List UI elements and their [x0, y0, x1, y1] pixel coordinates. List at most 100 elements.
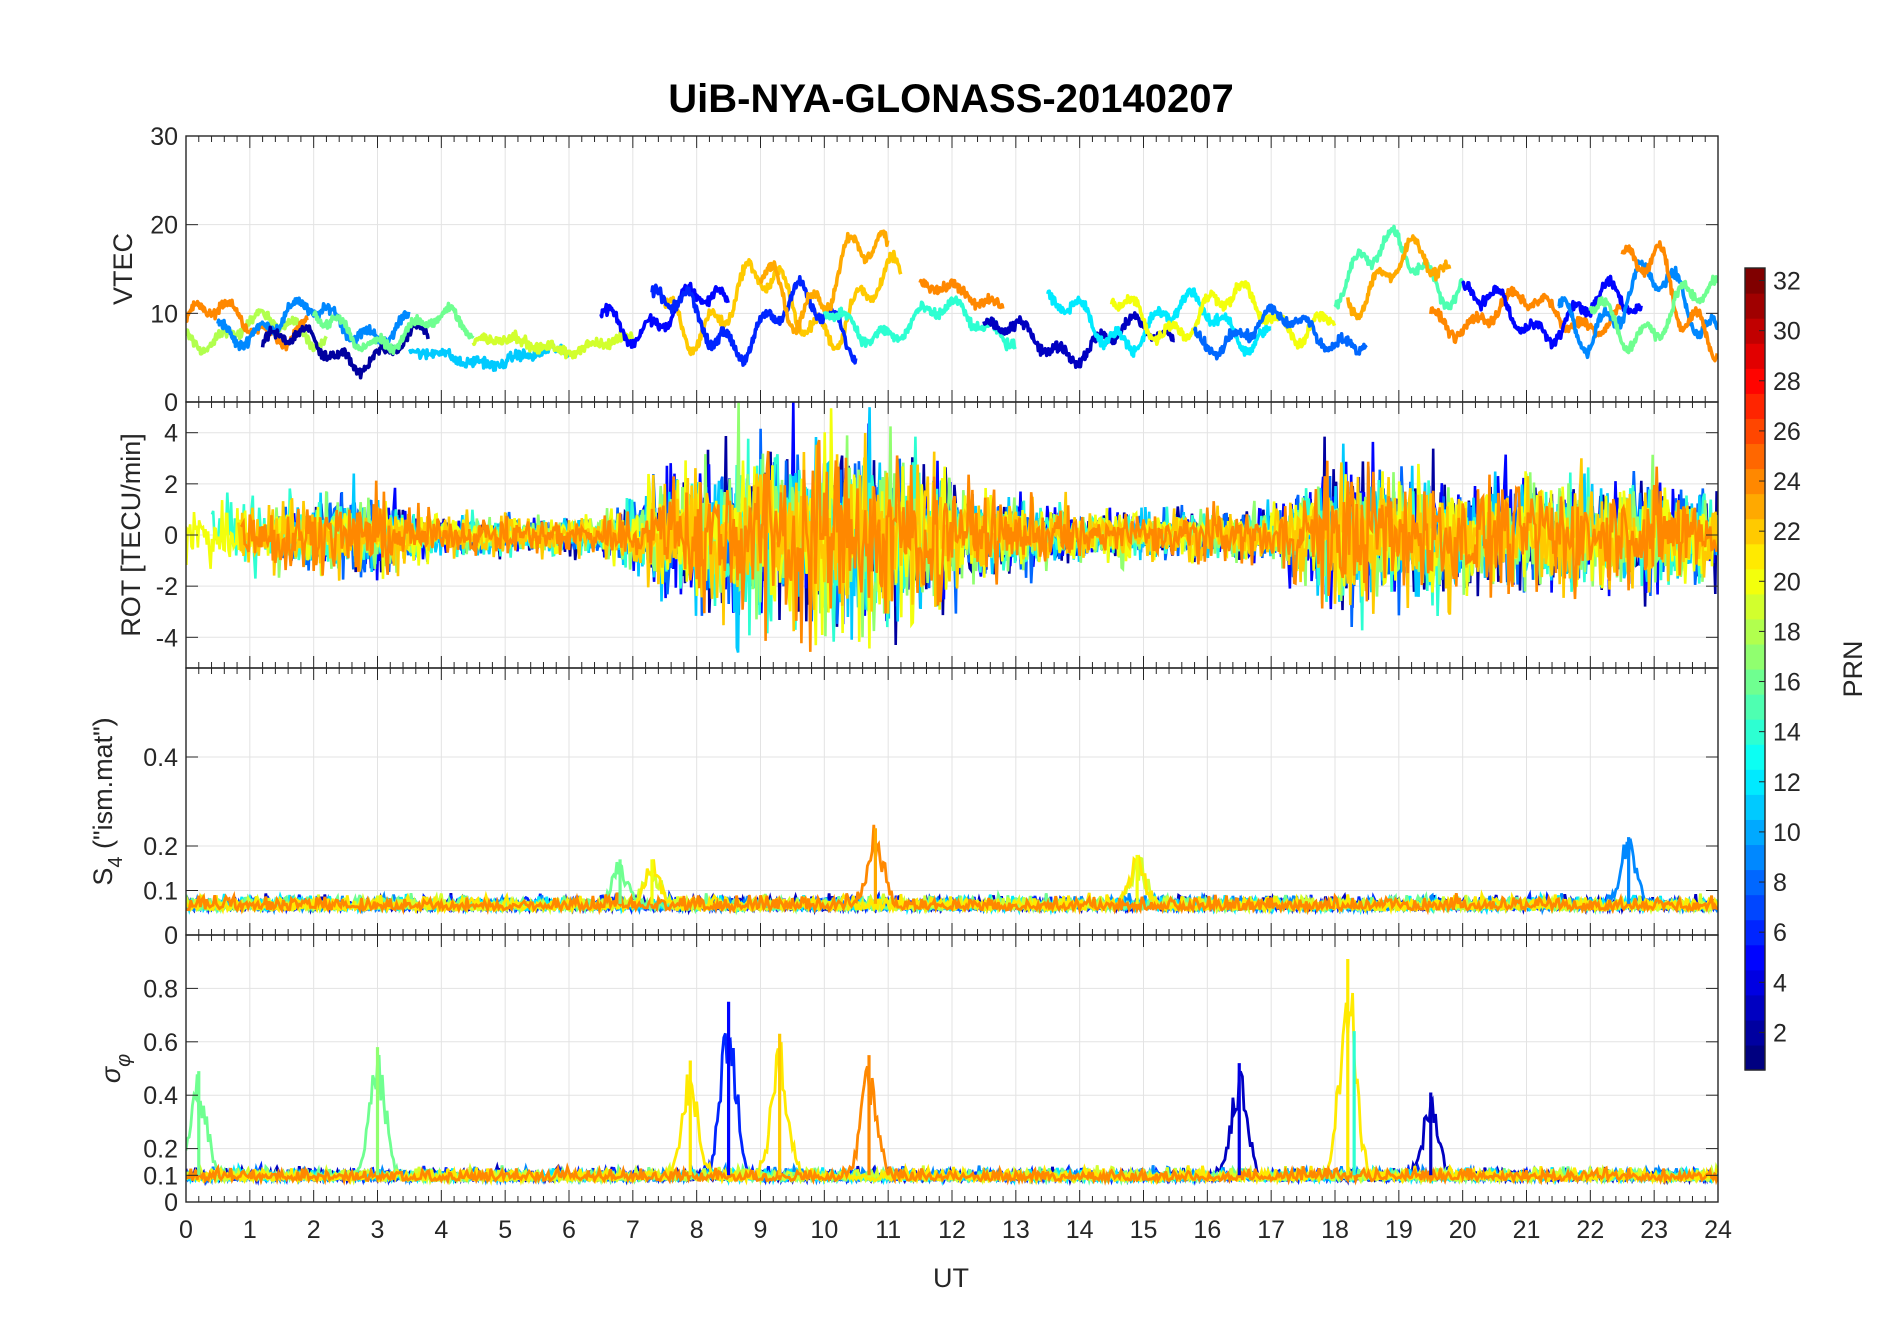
colorbar-tick-label: 24 [1773, 468, 1801, 496]
vtec-y-axis-label: VTEC [108, 233, 138, 305]
vtec-series-18 [1346, 234, 1452, 321]
s4-y-axis-label: S4 ("ism.mat") [88, 717, 127, 885]
vtec-series-17 [1333, 224, 1464, 311]
vtec-series-13 [982, 311, 1176, 370]
vtec-series-4 [311, 301, 475, 356]
x-tick-label: 22 [1576, 1216, 1604, 1244]
colorbar-swatch [1745, 744, 1765, 770]
panel-s4: 0 0.1 0.2 0.4 S4 ("ism.mat") [88, 667, 1719, 950]
colorbar-swatch [1745, 418, 1765, 445]
s4-y-tick-label: 0.1 [143, 878, 178, 906]
sigma_phi-series-group [186, 959, 1718, 1187]
x-tick-label: 4 [434, 1216, 448, 1244]
vtec-y-tick-label: 0 [164, 389, 178, 417]
colorbar-swatch [1745, 919, 1765, 946]
colorbar-tick-label: 4 [1773, 969, 1787, 997]
vtec-series-19 [1429, 285, 1624, 345]
colorbar-swatch [1745, 368, 1765, 394]
vtec-series-22 [1620, 240, 1718, 363]
colorbar-tick-label: 14 [1773, 719, 1801, 747]
colorbar-tick-label: 10 [1773, 819, 1801, 847]
x-tick-label: 20 [1449, 1216, 1477, 1244]
colorbar-label: PRN [1838, 640, 1868, 697]
x-tick-label: 12 [938, 1216, 966, 1244]
colorbar-swatch [1745, 468, 1765, 495]
colorbar-swatch [1745, 1044, 1765, 1071]
colorbar-swatch [1745, 343, 1765, 369]
panel-sigma_phi: 00.10.2 0.4 0.6 0.8 σφ [96, 934, 1719, 1217]
colorbar-swatch [1745, 443, 1765, 470]
colorbar-tick-label: 12 [1773, 769, 1801, 797]
sigma_phi-y-tick-label: 0 [164, 1189, 178, 1217]
colorbar-tick-label: 2 [1773, 1019, 1787, 1047]
colorbar-swatch [1745, 719, 1765, 745]
vtec-series-10 [758, 229, 890, 336]
colorbar-swatch [1745, 618, 1765, 645]
x-axis: 0 1 2 3 4 5 6 7 8 9 10 11 12 13 14 15 16 17 18 19 20 21 22 23 24 [179, 1216, 1732, 1244]
sigma_phi-y-tick-label: 0.6 [143, 1029, 178, 1057]
vtec-series-12 [918, 278, 1005, 311]
rot-y-tick-label: -2 [156, 573, 178, 601]
colorbar-tick-label: 22 [1773, 518, 1801, 546]
x-tick-label: 2 [307, 1216, 321, 1244]
s4-y-tick-label: 0.2 [143, 833, 178, 861]
colorbar-swatch [1745, 568, 1765, 595]
x-tick-label: 18 [1321, 1216, 1349, 1244]
vtec-series-7 [599, 281, 730, 349]
rot-series-group [186, 402, 1718, 653]
colorbar-swatch [1745, 493, 1765, 520]
colorbar-swatch [1745, 318, 1765, 344]
colorbar-swatch [1745, 869, 1765, 896]
rot-y-tick-label: 0 [164, 522, 178, 550]
colorbar-swatch [1745, 694, 1765, 720]
rot-series-8 [239, 439, 1718, 652]
vtec-series-6 [471, 329, 635, 360]
sigma_phi-series-7 [186, 1065, 1718, 1186]
colorbar-swatch [1745, 669, 1765, 695]
colorbar-frame [1744, 267, 1766, 1071]
colorbar-swatch [1745, 794, 1765, 820]
colorbar-swatch [1745, 944, 1765, 971]
chart-title: UiB-NYA-GLONASS-20140207 [668, 77, 1233, 121]
colorbar-swatch [1745, 518, 1765, 545]
rot-y-tick-label: 2 [164, 471, 178, 499]
x-tick-label: 3 [371, 1216, 385, 1244]
colorbar-tick-label: 30 [1773, 318, 1801, 346]
colorbar-swatch [1745, 543, 1765, 570]
colorbar-swatch [1745, 393, 1765, 419]
colorbar-swatch [1745, 969, 1765, 996]
colorbar-swatch [1745, 293, 1765, 319]
colorbar-swatch [1745, 593, 1765, 620]
x-tick-label: 14 [1066, 1216, 1094, 1244]
x-tick-label: 13 [1002, 1216, 1030, 1244]
x-tick-label: 8 [690, 1216, 704, 1244]
x-tick-label: 23 [1640, 1216, 1668, 1244]
vtec-y-tick-label: 30 [150, 123, 178, 151]
colorbar-tick-label: 16 [1773, 669, 1801, 697]
s4-series-7 [186, 824, 1718, 916]
x-tick-label: 5 [498, 1216, 512, 1244]
s4-y-tick-label: 0 [164, 922, 178, 950]
sigma_phi-y-axis-label: σφ [96, 1054, 135, 1083]
x-tick-label: 17 [1257, 1216, 1285, 1244]
sigma_phi-y-tick-label: 0.8 [143, 975, 178, 1003]
x-tick-label: 16 [1193, 1216, 1221, 1244]
colorbar-tick-label: 32 [1773, 268, 1801, 296]
vtec-series-16 [1192, 303, 1368, 361]
colorbar-tick-label: 6 [1773, 919, 1787, 947]
vtec-series-15 [1109, 280, 1337, 350]
x-tick-label: 10 [810, 1216, 838, 1244]
s4-y-tick-label: 0.4 [143, 744, 178, 772]
vtec-series-21 [1557, 259, 1718, 360]
x-tick-label: 9 [754, 1216, 768, 1244]
vtec-series-9 [650, 274, 858, 367]
vtec-series-group [186, 224, 1718, 380]
colorbar-swatch [1745, 268, 1765, 294]
x-tick-label: 0 [179, 1216, 193, 1244]
vtec-y-tick-label: 10 [150, 300, 178, 328]
colorbar-tick-label: 8 [1773, 869, 1787, 897]
colorbar-swatch [1745, 769, 1765, 795]
panel-rot: -4 -2 0 2 4 ROT [TECU/min] [116, 401, 1719, 669]
